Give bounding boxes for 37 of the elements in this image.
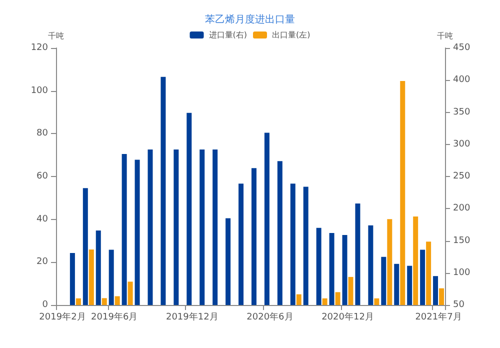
y2-tick-label: 450 [453, 43, 470, 53]
bar [114, 296, 120, 305]
x-tick-label: 2019年2月 [39, 312, 86, 322]
y2-tick-label: 100 [453, 268, 470, 278]
y-tick-label: 0 [42, 300, 48, 310]
y-tick-label: 80 [36, 128, 48, 139]
y2-tick-label: 350 [453, 107, 470, 118]
bar [76, 298, 81, 305]
bar [335, 292, 340, 305]
y2-tick-label: 400 [453, 75, 470, 86]
y-tick-label: 100 [30, 86, 48, 96]
y2-tick-label: 250 [453, 172, 470, 182]
legend-label: 进口量(右) [208, 30, 248, 40]
y2-tick-label: 150 [453, 236, 470, 246]
bar [400, 80, 406, 305]
y-axis-title: 千吨 [48, 32, 64, 40]
y-tick-label: 120 [30, 43, 48, 53]
chart-title: 苯乙烯月度进出口量 [205, 14, 295, 26]
x-tick-label: 2019年6月 [91, 312, 138, 322]
y-tick-label: 60 [36, 172, 48, 182]
bar [374, 298, 380, 305]
x-tick-label: 2020年6月 [246, 312, 294, 322]
x-tick-label: 2021年7月 [415, 312, 462, 322]
x-tick-label: 2019年12月 [166, 312, 218, 322]
legend-label: 出口量(左) [272, 30, 310, 40]
x-tick-label: 2020年12月 [322, 312, 374, 322]
bar [128, 282, 133, 305]
y-tick-label: 20 [36, 257, 48, 268]
y2-tick-label: 200 [453, 204, 470, 214]
y2-tick-label: 50 [453, 300, 465, 310]
bar [322, 298, 328, 305]
y-tick-label: 40 [36, 214, 48, 224]
bar [296, 294, 302, 305]
y2-tick-label: 300 [453, 139, 470, 150]
y2-axis-title: 千吨 [437, 32, 453, 40]
bar [413, 216, 418, 305]
bar [102, 298, 107, 305]
